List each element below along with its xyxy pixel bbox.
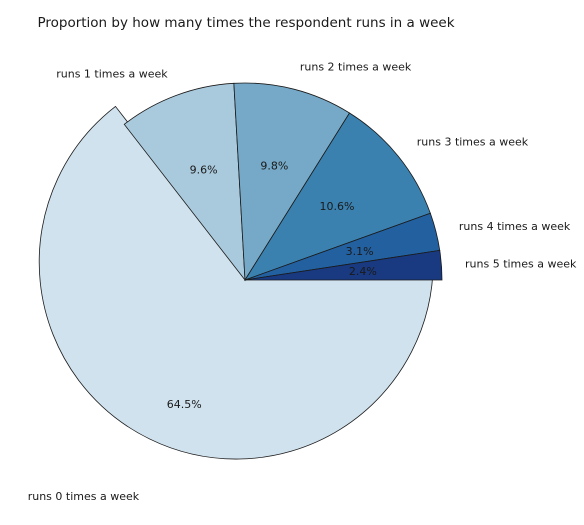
pie-percent-label-2: 9.8% [260,160,288,173]
chart-title: Proportion by how many times the respond… [37,15,454,31]
pie-percent-label-1: 9.6% [190,163,218,176]
pie-percent-label-3: 10.6% [320,200,355,213]
pie-slice-3 [244,112,431,281]
pie-slice-5 [244,249,443,281]
pie-category-label-1: runs 1 times a week [56,67,168,80]
pie-slice-1 [123,82,246,282]
pie-labels: 64.5% runs 0 times a week 9.6% runs 1 times… [28,60,577,503]
pie-category-label-0: runs 0 times a week [28,490,140,503]
pie-category-label-3: runs 3 times a week [417,136,529,149]
pie-category-label-2: runs 2 times a week [300,60,412,73]
pie-percent-label-4: 3.1% [346,245,374,258]
pie-slices [38,82,443,460]
pie-category-label-5: runs 5 times a week [465,257,577,270]
pie-slice-2 [233,82,351,282]
pie-percent-label-0: 64.5% [167,398,202,411]
pie-category-label-4: runs 4 times a week [459,220,571,233]
pie-slice-0 [38,105,434,460]
pie-percent-label-5: 2.4% [349,265,377,278]
